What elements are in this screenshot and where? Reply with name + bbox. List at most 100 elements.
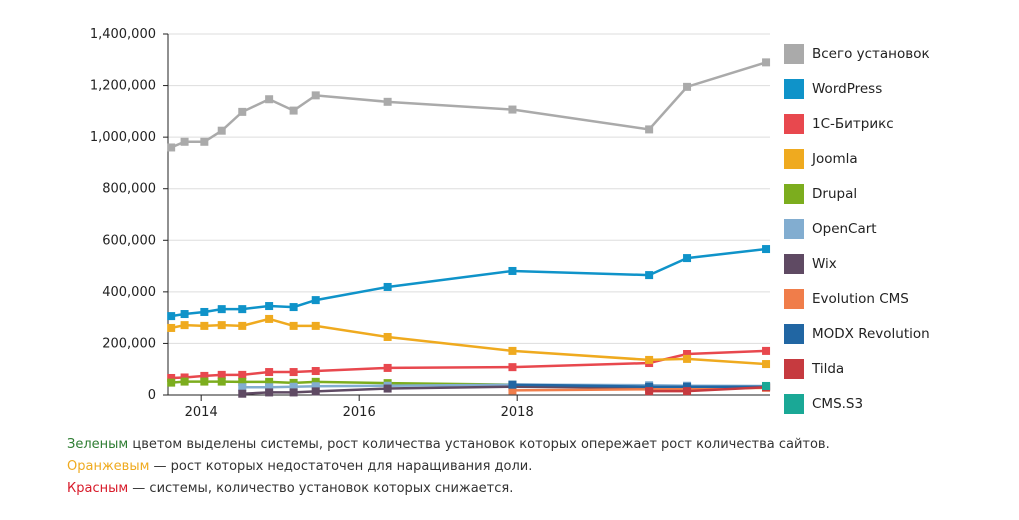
data-point [167, 143, 176, 152]
y-tick-label: 1,000,000 [90, 130, 156, 145]
note-text: — системы, количество установок которых … [128, 481, 514, 496]
x-tick-label: 2014 [185, 405, 218, 420]
data-point [383, 363, 392, 372]
data-point [289, 106, 298, 115]
data-point [383, 384, 392, 393]
note-highlight: Красным [67, 481, 129, 496]
legend-swatch [784, 43, 804, 64]
data-point [683, 254, 692, 263]
x-tick-label: 2016 [343, 405, 376, 420]
data-point [200, 377, 209, 386]
line-chart: 0 200,000 400,000 600,000 800,000 1,000,000 1,… [90, 27, 771, 420]
data-point [311, 382, 320, 391]
data-point [645, 125, 654, 134]
legend-swatch [784, 183, 804, 204]
x-tick-label: 2018 [501, 405, 534, 420]
legend-item[interactable]: Joomla [784, 141, 930, 176]
legend-item[interactable]: Evolution CMS [784, 281, 930, 316]
data-point [167, 323, 176, 332]
data-point [762, 58, 771, 67]
legend-item[interactable]: Всего установок [784, 36, 930, 71]
legend-label: Evolution CMS [812, 290, 909, 307]
data-point [238, 389, 247, 398]
data-point [167, 312, 176, 321]
data-point [238, 305, 247, 314]
legend-swatch [784, 253, 804, 274]
y-tick-label: 1,200,000 [90, 79, 156, 94]
data-point [180, 310, 189, 319]
data-point [508, 346, 517, 355]
legend-label: Всего установок [812, 45, 930, 62]
data-point [762, 245, 771, 254]
data-point [217, 370, 226, 379]
legend-item[interactable]: MODX Revolution [784, 316, 930, 351]
data-point [265, 95, 274, 104]
data-point [200, 371, 209, 380]
data-point [200, 321, 209, 330]
legend-item[interactable]: 1С-Битрикс [784, 106, 930, 141]
data-point [265, 383, 274, 392]
legend-item[interactable]: WordPress [784, 71, 930, 106]
data-point [683, 350, 692, 359]
data-point [289, 321, 298, 330]
data-point [383, 332, 392, 341]
legend-swatch [784, 78, 804, 99]
data-point [167, 378, 176, 387]
data-point [238, 321, 247, 330]
y-tick-label: 0 [148, 388, 156, 403]
y-tick-label: 1,400,000 [90, 27, 156, 42]
y-tick-label: 400,000 [102, 285, 156, 300]
legend: Всего установок WordPress 1С-Битрикс Joomla… [784, 36, 930, 421]
data-point [683, 354, 692, 363]
note-text: цветом выделены системы, рост количества… [128, 437, 830, 452]
data-point [265, 314, 274, 323]
data-point [238, 383, 247, 392]
data-point [508, 105, 517, 114]
legend-label: Drupal [812, 185, 858, 202]
legend-label: WordPress [812, 80, 883, 97]
data-point [508, 386, 517, 395]
legend-swatch [784, 218, 804, 239]
data-point [311, 367, 320, 376]
data-point [217, 305, 226, 314]
data-point [217, 377, 226, 386]
data-point [762, 360, 771, 369]
legend-label: Joomla [812, 150, 858, 167]
y-tick-label: 600,000 [102, 233, 156, 248]
data-point [238, 107, 247, 116]
data-point [238, 370, 247, 379]
data-point [762, 381, 771, 390]
data-point [383, 97, 392, 106]
data-point [289, 388, 298, 397]
y-tick-label: 800,000 [102, 182, 156, 197]
data-point [265, 377, 274, 386]
data-point [265, 302, 274, 311]
note-red: Красным — системы, количество установок … [67, 478, 830, 500]
data-point [180, 321, 189, 330]
data-point [311, 91, 320, 100]
data-point [265, 368, 274, 377]
legend-item[interactable]: Tilda [784, 351, 930, 386]
legend-label: MODX Revolution [812, 325, 930, 342]
data-point [289, 303, 298, 312]
note-highlight: Зеленым [67, 437, 129, 452]
data-point [508, 363, 517, 372]
data-point [180, 377, 189, 386]
data-point [180, 137, 189, 146]
legend-item[interactable]: Wix [784, 246, 930, 281]
legend-item[interactable]: OpenCart [784, 211, 930, 246]
series-line [171, 380, 513, 386]
data-point [508, 266, 517, 275]
legend-item[interactable]: CMS.S3 [784, 386, 930, 421]
y-tick-label: 200,000 [102, 336, 156, 351]
data-point [200, 307, 209, 316]
legend-swatch [784, 358, 804, 379]
legend-swatch [784, 113, 804, 134]
legend-item[interactable]: Drupal [784, 176, 930, 211]
legend-swatch [784, 393, 804, 414]
data-point [311, 377, 320, 386]
data-point [238, 377, 247, 386]
data-point [645, 382, 654, 391]
data-point [683, 82, 692, 91]
